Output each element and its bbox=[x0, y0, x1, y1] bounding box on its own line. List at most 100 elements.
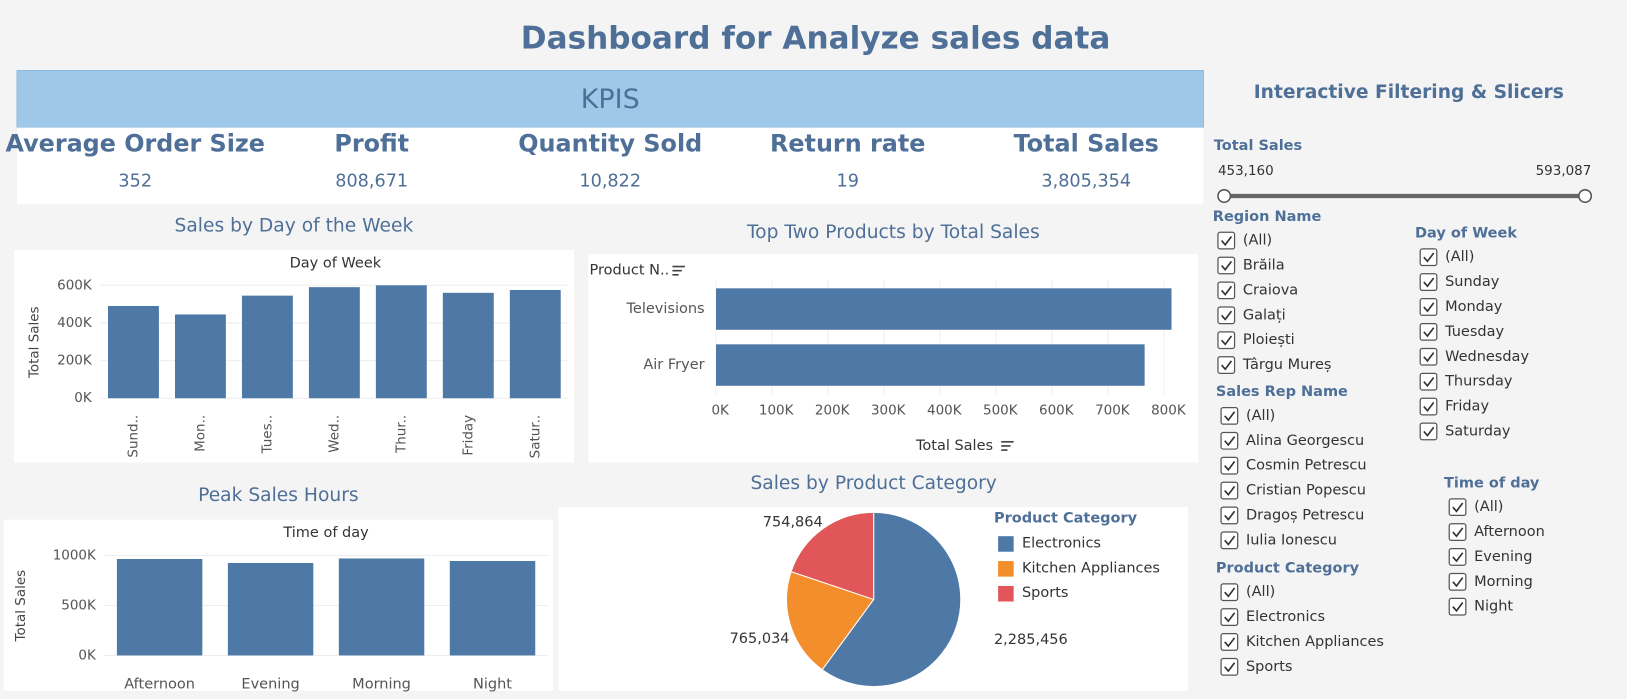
filter-option[interactable]: (All) bbox=[1246, 408, 1275, 424]
filter-option[interactable]: (All) bbox=[1445, 249, 1474, 265]
checkbox[interactable] bbox=[1220, 608, 1239, 626]
bar bbox=[716, 344, 1145, 386]
kpi-label: Return rate bbox=[770, 130, 925, 158]
checkmark bbox=[1423, 426, 1435, 437]
slider-max: 593,087 bbox=[1536, 163, 1592, 179]
kpi-label: Average Order Size bbox=[6, 130, 265, 158]
filter-option[interactable]: Galați bbox=[1243, 307, 1286, 323]
filter-option[interactable]: Wednesday bbox=[1445, 349, 1529, 365]
checkbox[interactable] bbox=[1419, 248, 1438, 267]
checkbox[interactable] bbox=[1419, 298, 1438, 316]
checkmark bbox=[1423, 277, 1435, 288]
y-tick-label: 400K bbox=[57, 315, 93, 331]
x-tick-label: 100K bbox=[759, 403, 795, 419]
checkbox[interactable] bbox=[1217, 306, 1236, 325]
checkbox[interactable] bbox=[1448, 572, 1467, 591]
checkbox[interactable] bbox=[1217, 356, 1236, 374]
filter-option[interactable]: Târgu Mureș bbox=[1242, 357, 1332, 373]
filter-option[interactable]: (All) bbox=[1246, 584, 1275, 600]
checkbox[interactable] bbox=[1220, 431, 1239, 450]
x-tick-label: 700K bbox=[1095, 403, 1131, 419]
checkbox[interactable] bbox=[1448, 523, 1467, 541]
x-tick-label: Friday bbox=[460, 415, 476, 456]
checkbox[interactable] bbox=[1220, 456, 1239, 475]
filter-option[interactable]: Ploiești bbox=[1243, 332, 1295, 348]
data-label: 2,285,456 bbox=[994, 632, 1068, 648]
x-header: Time of day bbox=[282, 525, 369, 541]
filter-option[interactable]: Cristian Popescu bbox=[1246, 483, 1366, 499]
y-tick-label: 500K bbox=[61, 597, 97, 613]
pie-slice bbox=[790, 511, 875, 601]
filter-option[interactable]: Craiova bbox=[1243, 282, 1298, 298]
filter-option[interactable]: Night bbox=[1474, 599, 1513, 615]
checkbox[interactable] bbox=[1448, 498, 1467, 517]
checkmark bbox=[1220, 260, 1233, 271]
filter-option[interactable]: Morning bbox=[1474, 574, 1533, 590]
checkbox[interactable] bbox=[1448, 547, 1467, 566]
y-tick-label: Televisions bbox=[626, 301, 705, 317]
bar bbox=[241, 295, 293, 399]
filter-option[interactable]: Friday bbox=[1445, 399, 1489, 415]
y-axis-label: Total Sales bbox=[13, 570, 29, 643]
filter-option[interactable]: (All) bbox=[1474, 499, 1503, 515]
filter-option[interactable]: Electronics bbox=[1246, 609, 1325, 625]
checkbox[interactable] bbox=[1220, 633, 1239, 651]
checkbox[interactable] bbox=[1217, 331, 1236, 350]
checkbox[interactable] bbox=[1220, 531, 1239, 550]
filter-option[interactable]: Iulia Ionescu bbox=[1246, 532, 1337, 548]
filter-option[interactable]: Sunday bbox=[1445, 274, 1500, 290]
filter-option[interactable]: Monday bbox=[1445, 299, 1503, 315]
checkbox[interactable] bbox=[1220, 406, 1239, 425]
checkbox[interactable] bbox=[1217, 256, 1236, 275]
filter-option[interactable]: Sports bbox=[1246, 659, 1292, 675]
checkbox[interactable] bbox=[1220, 657, 1239, 676]
checkbox[interactable] bbox=[1419, 273, 1438, 292]
checkbox[interactable] bbox=[1419, 347, 1438, 366]
checkbox[interactable] bbox=[1448, 597, 1467, 616]
checkbox[interactable] bbox=[1419, 322, 1438, 341]
filter-option[interactable]: (All) bbox=[1243, 233, 1272, 249]
slider-handle[interactable] bbox=[1578, 189, 1593, 204]
checkbox[interactable] bbox=[1220, 506, 1239, 525]
checkmark bbox=[1220, 310, 1233, 321]
checkbox[interactable] bbox=[1419, 422, 1438, 441]
y-tick-label: 0K bbox=[74, 390, 93, 406]
bar bbox=[442, 292, 494, 399]
pie-slice bbox=[786, 571, 875, 671]
checkmark bbox=[1220, 235, 1233, 247]
filter-option[interactable]: Tuesday bbox=[1444, 324, 1504, 340]
bar bbox=[174, 314, 226, 399]
checkmark bbox=[1224, 662, 1236, 673]
filter-option[interactable]: Thursday bbox=[1444, 374, 1513, 390]
kpi-value: 808,671 bbox=[335, 171, 408, 191]
kpi-value: 3,805,354 bbox=[1041, 171, 1131, 191]
slider-handle[interactable] bbox=[1217, 189, 1232, 204]
filter-option[interactable]: Dragoș Petrescu bbox=[1246, 507, 1364, 523]
filter-option[interactable]: Saturday bbox=[1445, 423, 1511, 439]
x-tick-label: Sund.. bbox=[125, 415, 141, 458]
checkbox[interactable] bbox=[1217, 231, 1236, 250]
filter-option[interactable]: Cosmin Petrescu bbox=[1246, 458, 1367, 474]
checkbox[interactable] bbox=[1419, 397, 1438, 416]
checkmark bbox=[1224, 612, 1236, 623]
kpi-value: 352 bbox=[118, 171, 152, 191]
filter-option[interactable]: Kitchen Appliances bbox=[1246, 634, 1384, 650]
checkmark bbox=[1220, 335, 1233, 346]
chart-title: Top Two Products by Total Sales bbox=[746, 222, 1040, 243]
filter-option[interactable]: Afternoon bbox=[1474, 524, 1545, 540]
x-header: Day of Week bbox=[290, 255, 382, 271]
checkbox[interactable] bbox=[1217, 281, 1236, 300]
y-tick-label: 1000K bbox=[53, 548, 97, 564]
pie-slice bbox=[821, 511, 962, 688]
data-label: 765,034 bbox=[730, 631, 790, 647]
checkbox[interactable] bbox=[1220, 583, 1239, 602]
checkbox[interactable] bbox=[1220, 481, 1239, 500]
checkbox[interactable] bbox=[1419, 372, 1438, 391]
filter-option[interactable]: Brăila bbox=[1243, 257, 1285, 273]
x-tick-label: Wed.. bbox=[326, 415, 342, 453]
filter-option[interactable]: Alina Georgescu bbox=[1246, 433, 1364, 449]
filter-option[interactable]: Evening bbox=[1474, 549, 1532, 565]
legend-swatch bbox=[998, 585, 1014, 602]
chart-title: Peak Sales Hours bbox=[198, 485, 358, 506]
